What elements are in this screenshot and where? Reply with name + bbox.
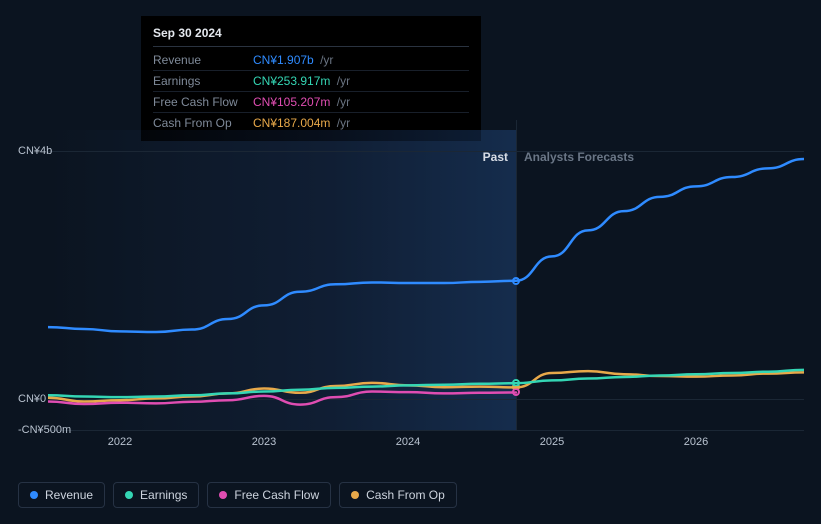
legend-label: Cash From Op xyxy=(366,488,445,502)
legend-item-free-cash-flow[interactable]: Free Cash Flow xyxy=(207,482,331,508)
legend-dot-icon xyxy=(351,491,359,499)
plot-area: CN¥4bCN¥0-CN¥500m20222023202420252026Pas… xyxy=(48,120,804,430)
x-axis-label: 2025 xyxy=(540,436,564,448)
x-axis-label: 2026 xyxy=(684,436,708,448)
tooltip-row-label: Free Cash Flow xyxy=(153,92,253,113)
tooltip-row-label: Earnings xyxy=(153,71,253,92)
legend-dot-icon xyxy=(30,491,38,499)
tooltip-date: Sep 30 2024 xyxy=(153,26,469,47)
x-axis-label: 2023 xyxy=(252,436,276,448)
legend-label: Free Cash Flow xyxy=(234,488,319,502)
gridline-y xyxy=(48,430,804,431)
legend-dot-icon xyxy=(125,491,133,499)
section-label-forecasts: Analysts Forecasts xyxy=(524,150,634,164)
legend-item-revenue[interactable]: Revenue xyxy=(18,482,105,508)
tooltip-row: RevenueCN¥1.907b /yr xyxy=(153,50,469,71)
series-marker-revenue xyxy=(512,277,520,285)
tooltip-row-value: CN¥1.907b /yr xyxy=(253,50,469,71)
tooltip-row-value: CN¥105.207m /yr xyxy=(253,92,469,113)
series-marker-earnings xyxy=(512,379,520,387)
y-axis-label: CN¥4b xyxy=(18,145,93,157)
legend: Revenue Earnings Free Cash Flow Cash From O… xyxy=(18,482,457,508)
tooltip-row-value: CN¥253.917m /yr xyxy=(253,71,469,92)
gridline-y xyxy=(48,151,804,152)
chart-area: CN¥4b CN¥0 -CN¥500m 2022 2023 2024 2025 2026 Pas… xyxy=(18,120,804,445)
x-axis-label: 2024 xyxy=(396,436,420,448)
tooltip-row: Free Cash FlowCN¥105.207m /yr xyxy=(153,92,469,113)
legend-item-earnings[interactable]: Earnings xyxy=(113,482,199,508)
legend-item-cash-from-op[interactable]: Cash From Op xyxy=(339,482,457,508)
x-axis-label: 2022 xyxy=(108,436,132,448)
section-label-past: Past xyxy=(483,150,508,164)
gridline-y xyxy=(48,399,804,400)
tooltip-row-label: Revenue xyxy=(153,50,253,71)
legend-label: Revenue xyxy=(45,488,93,502)
legend-label: Earnings xyxy=(140,488,187,502)
y-axis-label: -CN¥500m xyxy=(18,424,93,436)
series-marker-free-cash-flow xyxy=(512,388,520,396)
tooltip-row: EarningsCN¥253.917m /yr xyxy=(153,71,469,92)
legend-dot-icon xyxy=(219,491,227,499)
y-axis-label: CN¥0 xyxy=(18,393,93,405)
